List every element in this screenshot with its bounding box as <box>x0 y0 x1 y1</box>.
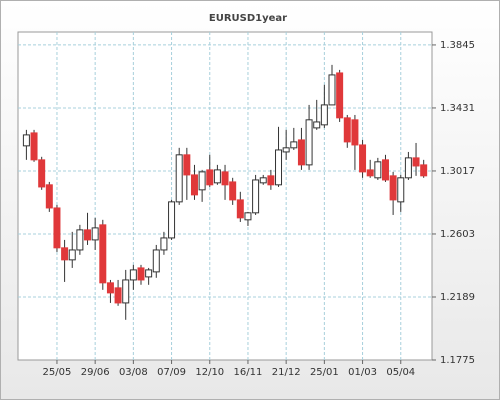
candle-body <box>381 159 389 181</box>
x-tick-label: 12/10 <box>195 367 224 378</box>
candle-body <box>412 157 420 167</box>
candle-body <box>175 154 183 203</box>
candle-body <box>99 224 107 284</box>
y-tick-label: 1.2603 <box>440 229 475 240</box>
candle-body <box>198 171 206 191</box>
candle-body <box>244 212 252 221</box>
candle-body <box>252 179 260 214</box>
candle-body <box>122 279 130 304</box>
candle-body <box>137 267 145 281</box>
x-tick-label: 16/11 <box>234 367 263 378</box>
candle-body <box>320 104 328 126</box>
candle-body <box>336 72 344 119</box>
candle-body <box>38 159 46 188</box>
candle-body <box>30 132 38 161</box>
candle-body <box>221 171 229 186</box>
candle-body <box>145 269 153 278</box>
candle-body <box>351 119 359 146</box>
candle-body <box>397 177 405 203</box>
candle-body <box>343 117 351 143</box>
chart-title: EURUSD1year <box>209 13 287 24</box>
plot: 1.1775 1.2189 1.2603 1.3017 1.3431 1.3845 25/0… <box>18 32 475 378</box>
x-tick-label: 21/12 <box>272 367 301 378</box>
candle-body <box>61 247 69 261</box>
candle-body <box>282 147 290 153</box>
candle-body <box>305 119 313 166</box>
candle-body <box>76 229 84 251</box>
candle-body <box>53 207 61 249</box>
candle-body <box>213 169 221 184</box>
candle-body <box>84 229 92 241</box>
candle-body <box>275 149 283 186</box>
candle-body <box>420 164 428 177</box>
candle-body <box>91 227 99 241</box>
candle-body <box>68 249 76 261</box>
candle-body <box>374 161 382 179</box>
candle-body <box>190 174 198 196</box>
candle-body <box>183 154 191 176</box>
candle-body <box>206 169 214 186</box>
candle-body <box>236 199 244 219</box>
x-tick-label: 25/01 <box>310 367 339 378</box>
x-tick-label: 05/04 <box>386 367 415 378</box>
candle-body <box>22 134 30 147</box>
candle-body <box>359 144 367 173</box>
x-tick-label: 07/09 <box>157 367 186 378</box>
candle-body <box>152 249 160 273</box>
candle-body <box>106 282 114 294</box>
x-tick-label: 29/06 <box>81 367 110 378</box>
x-tick-label: 25/05 <box>43 367 72 378</box>
x-tick-label: 01/03 <box>348 367 377 378</box>
candle-body <box>129 269 137 281</box>
candle-body <box>259 177 267 184</box>
candle-body <box>160 237 168 251</box>
x-tick-label: 03/08 <box>119 367 148 378</box>
y-tick-label: 1.2189 <box>440 292 475 303</box>
y-tick-label: 1.3431 <box>440 103 475 114</box>
candle-body <box>290 141 298 149</box>
y-tick-label: 1.1775 <box>440 355 475 366</box>
candle-body <box>404 157 412 179</box>
candle-body <box>45 184 53 209</box>
y-tick-label: 1.3017 <box>440 166 475 177</box>
candle-body <box>297 139 305 166</box>
y-tick-label: 1.3845 <box>440 40 475 51</box>
candle-body <box>168 201 176 239</box>
candle-body <box>328 74 336 106</box>
candle-body <box>389 175 397 201</box>
candle-body <box>229 181 237 201</box>
candle-body <box>114 287 122 304</box>
candle-body <box>267 175 275 186</box>
candle-body <box>313 121 321 129</box>
candle-body <box>366 169 374 177</box>
